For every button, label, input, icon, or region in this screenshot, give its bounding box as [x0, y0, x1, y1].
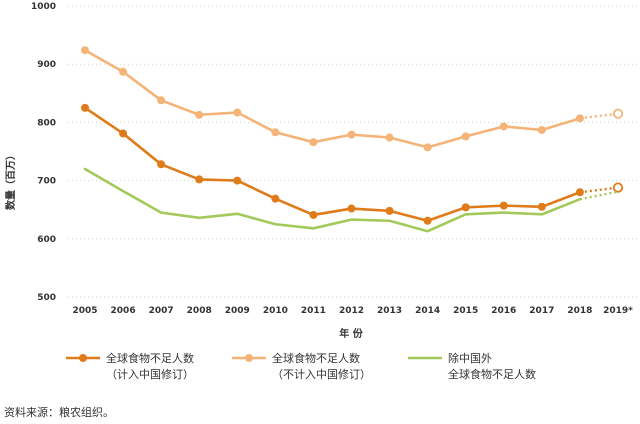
series-3 [83, 167, 619, 233]
legend-label-1-line1: 全球食物不足人数 [106, 351, 194, 365]
series-1-point-9 [423, 216, 432, 225]
series-1-point-13 [575, 188, 584, 197]
x-axis: 2005 2006 2007 2008 2009 2010 2011 2012 2013 2014… [72, 306, 633, 316]
y-axis: 500 600 700 800 900 1000 [31, 2, 56, 303]
series-2-projection-line [579, 112, 619, 120]
x-tick-label-11: 2016 [491, 306, 516, 316]
x-tick-label-3: 2008 [187, 306, 212, 316]
series-1-point-7 [347, 204, 356, 213]
series-1-line [83, 106, 582, 223]
x-tick-label-4: 2009 [225, 306, 250, 316]
x-tick-label-6: 2011 [301, 306, 326, 316]
y-tick-label-800: 800 [37, 118, 56, 128]
series-1-point-14 [612, 182, 624, 193]
x-tick-label-8: 2013 [377, 306, 402, 316]
series-1-point-11 [499, 201, 508, 210]
y-tick-label-600: 600 [37, 235, 56, 245]
y-tick-label-1000: 1000 [31, 2, 56, 12]
x-tick-label-9: 2014 [415, 306, 440, 316]
series-2-point-8 [385, 133, 394, 142]
legend-label-2-line2: （不计入中国修订） [272, 367, 371, 381]
x-tick-label-13: 2018 [567, 306, 592, 316]
series-lines [81, 46, 624, 233]
legend-swatch-marker-2 [245, 354, 253, 362]
series-3-line [83, 167, 582, 233]
series-1-point-12 [537, 202, 546, 211]
series-2-point-7 [347, 130, 356, 139]
series-2-point-14 [612, 108, 624, 119]
legend-label-3-line2: 全球食物不足人数 [448, 367, 536, 381]
x-tick-label-14: 2019* [603, 306, 633, 316]
legend-label-1-line2: （计入中国修订） [106, 367, 194, 381]
series-1-point-0 [81, 103, 89, 112]
y-tick-label-500: 500 [37, 293, 56, 303]
y-tick-label-700: 700 [37, 177, 56, 187]
x-tick-label-2: 2007 [149, 306, 174, 316]
series-2-point-9 [423, 143, 432, 152]
series-2-point-12 [537, 125, 546, 134]
series-2-point-1 [119, 67, 128, 76]
legend-label-2-line1: 全球食物不足人数 [272, 351, 360, 365]
series-2-line [83, 48, 582, 149]
series-1-point-10 [461, 203, 470, 212]
legend-label-3-line1: 除中国外 [448, 351, 492, 365]
series-3-projection-line [579, 190, 619, 201]
series-2-point-11 [499, 122, 508, 131]
series-1-point-2 [157, 160, 166, 169]
x-tick-label-0: 2005 [72, 306, 97, 316]
legend: 全球食物不足人数（计入中国修订）全球食物不足人数（不计入中国修订）除中国外全球食… [66, 351, 536, 381]
series-1-point-3 [195, 175, 204, 184]
series-1-point-8 [385, 206, 394, 215]
series-2-point-6 [309, 138, 318, 147]
series-2-point-3 [195, 110, 204, 119]
source-note: 资料来源：粮农组织。 [4, 405, 114, 419]
x-axis-title: 年 份 [339, 327, 363, 340]
series-1-point-4 [233, 176, 242, 185]
series-2-point-13 [575, 114, 584, 123]
x-tick-label-5: 2010 [263, 306, 288, 316]
series-1-point-1 [119, 129, 128, 138]
series-2-point-5 [271, 128, 280, 137]
y-axis-title: 数量（百万） [4, 150, 17, 210]
series-2-point-10 [461, 132, 470, 141]
series-2-point-4 [233, 108, 242, 117]
series-1-projection-line [579, 186, 619, 194]
legend-item-2: 全球食物不足人数 （不计入中国修订） [232, 351, 371, 381]
x-tick-label-12: 2017 [529, 306, 554, 316]
x-tick-label-10: 2015 [453, 306, 478, 316]
series-2-point-0 [81, 46, 89, 55]
gridlines [68, 5, 640, 298]
y-tick-label-900: 900 [37, 60, 56, 70]
series-1-point-5 [271, 194, 280, 203]
series-1-point-6 [309, 210, 318, 219]
x-tick-label-7: 2012 [339, 306, 364, 316]
x-tick-label-1: 2006 [111, 306, 136, 316]
series-2-point-2 [157, 96, 166, 105]
series-2 [81, 46, 624, 152]
legend-item-1: 全球食物不足人数 （计入中国修订） [66, 351, 194, 381]
series-1 [81, 103, 624, 225]
legend-swatch-marker-1 [79, 354, 87, 362]
